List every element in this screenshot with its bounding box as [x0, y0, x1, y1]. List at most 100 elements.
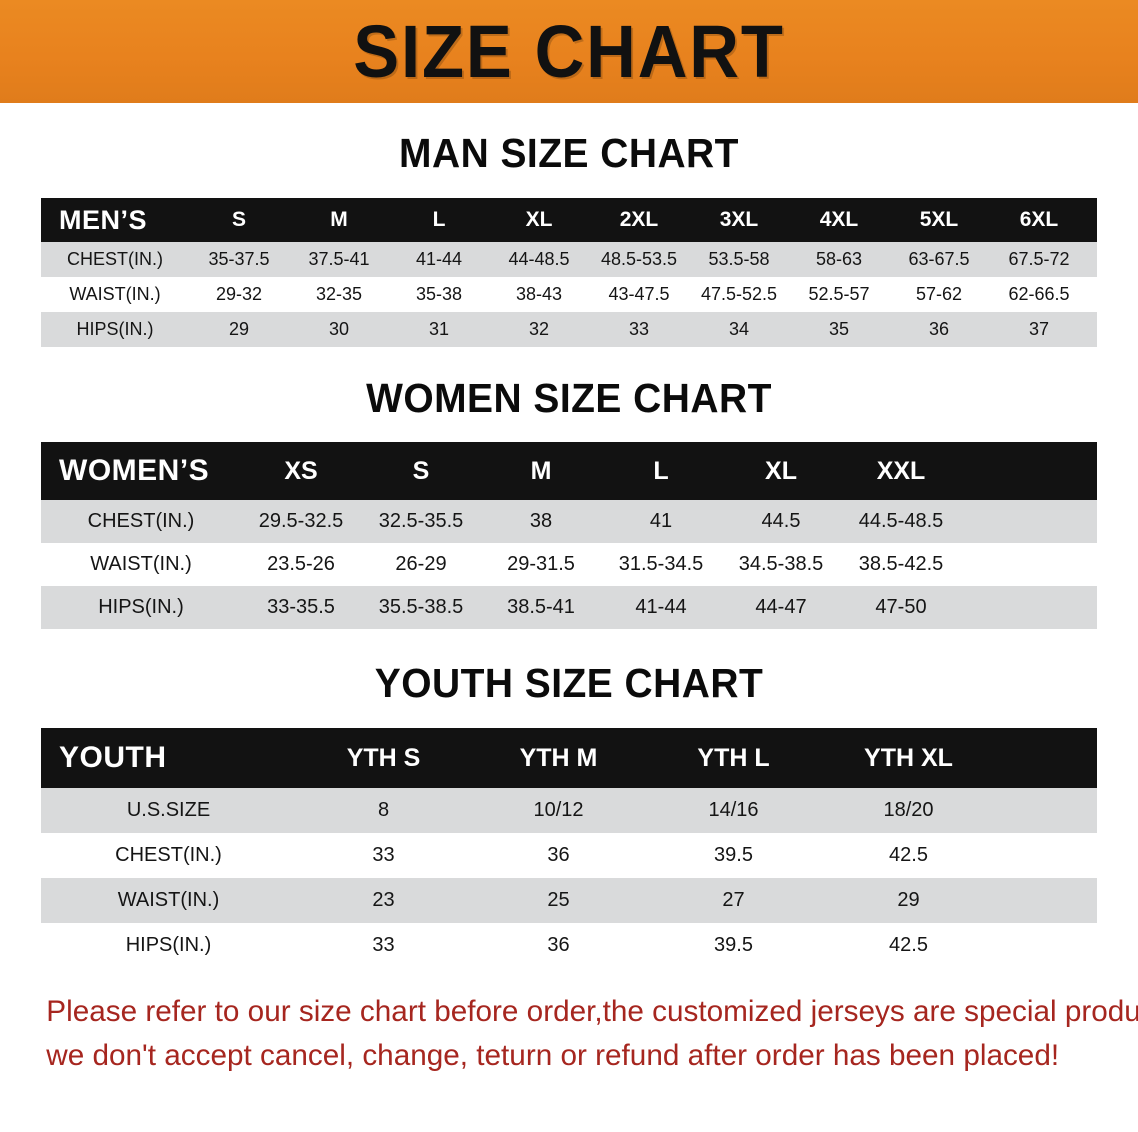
table-cell: 25 [547, 889, 570, 911]
man-table-header: MEN’S S M L XL 2XL 3XL 4XL 5XL 6XL [41, 198, 1097, 242]
table-cell-filler [1089, 242, 1097, 277]
man-size-header-4xl: 4XL [819, 208, 859, 231]
table-cell: 33 [372, 934, 395, 956]
table-cell: 27 [722, 889, 745, 911]
table-cell: 8 [377, 799, 390, 821]
table-cell: 33 [628, 319, 650, 339]
disclaimer-line-1: Please refer to our size chart before or… [46, 995, 1138, 1028]
women-size-header-s: S [412, 456, 430, 485]
table-cell: 34 [728, 319, 750, 339]
youth-row-label: CHEST(IN.) [115, 844, 222, 866]
women-row-label: CHEST(IN.) [87, 510, 195, 532]
table-cell: 53.5-58 [708, 249, 770, 269]
table-row: CHEST(IN.) 29.5-32.5 32.5-35.5 38 41 44.5 44.5… [41, 500, 1097, 543]
table-cell: 43-47.5 [608, 284, 670, 304]
youth-row-label: WAIST(IN.) [117, 889, 220, 911]
table-row: U.S.SIZE 8 10/12 14/16 18/20 [41, 788, 1097, 833]
table-cell: 32.5-35.5 [378, 510, 464, 532]
youth-size-table: YOUTH YTH S YTH M YTH L YTH XL U.S.SIZE 8 10/1… [41, 728, 1097, 968]
table-cell: 39.5 [714, 844, 753, 866]
table-cell: 18/20 [883, 799, 934, 821]
women-row-label: HIPS(IN.) [98, 596, 184, 618]
table-cell: 41-44 [415, 249, 463, 269]
man-header-filler [1089, 198, 1097, 242]
man-size-header-m: M [330, 208, 348, 231]
youth-table-wrapper: YOUTH YTH S YTH M YTH L YTH XL U.S.SIZE 8 10/1… [41, 728, 1097, 968]
table-cell: 36 [928, 319, 950, 339]
table-cell: 29 [228, 319, 250, 339]
table-cell: 38 [529, 510, 553, 532]
man-size-header-xl: XL [525, 208, 553, 231]
youth-size-header-yth-l: YTH L [697, 743, 770, 772]
table-cell: 29-31.5 [507, 553, 575, 575]
table-cell: 33 [372, 844, 395, 866]
table-cell: 35 [828, 319, 850, 339]
table-cell: 41 [649, 510, 673, 532]
table-row: HIPS(IN.) 33-35.5 35.5-38.5 38.5-41 41-44 44-… [41, 586, 1097, 629]
table-cell-filler [1089, 277, 1097, 312]
man-table-body: CHEST(IN.) 35-37.5 37.5-41 41-44 44-48.5 48.5… [41, 242, 1097, 347]
table-cell: 31.5-34.5 [618, 553, 704, 575]
youth-size-header-yth-m: YTH M [519, 743, 598, 772]
table-cell: 29.5-32.5 [258, 510, 344, 532]
disclaimer-line-2: we don't accept cancel, change, teturn o… [46, 1039, 1060, 1072]
table-cell: 35-37.5 [208, 249, 270, 269]
man-row-label: CHEST(IN.) [67, 249, 163, 269]
youth-header-label: YOUTH [59, 741, 167, 774]
table-row: WAIST(IN.) 23 25 27 29 [41, 878, 1097, 923]
table-cell: 35.5-38.5 [378, 596, 464, 618]
youth-row-label: U.S.SIZE [126, 799, 211, 821]
banner: SIZE CHART [0, 0, 1138, 103]
man-size-table: MEN’S S M L XL 2XL 3XL 4XL 5XL 6XL CHEST(IN.) 35-3… [41, 198, 1097, 347]
table-cell: 39.5 [714, 934, 753, 956]
table-cell-filler [961, 500, 1097, 543]
women-size-header-xs: XS [284, 456, 318, 485]
table-cell: 23 [372, 889, 395, 911]
women-size-table: WOMEN’S XS S M L XL XXL CHEST(IN.) 29.5-32.5 32.… [41, 442, 1097, 629]
table-cell: 38.5-42.5 [858, 553, 944, 575]
table-cell: 47.5-52.5 [700, 284, 778, 304]
youth-row-label: HIPS(IN.) [125, 934, 212, 956]
table-cell: 63-67.5 [908, 249, 970, 269]
table-cell: 35-38 [415, 284, 463, 304]
table-row: WAIST(IN.) 23.5-26 26-29 29-31.5 31.5-34.5 34… [41, 543, 1097, 586]
man-row-label: WAIST(IN.) [69, 284, 161, 304]
table-cell: 32-35 [315, 284, 363, 304]
table-cell: 44-47 [755, 596, 807, 618]
women-section-title: WOMEN SIZE CHART [366, 375, 772, 421]
disclaimer: Please refer to our size chart before or… [25, 990, 1138, 1078]
man-section-title: MAN SIZE CHART [399, 130, 739, 176]
man-size-header-2xl: 2XL [619, 208, 659, 231]
table-cell: 41-44 [635, 596, 687, 618]
table-cell: 44.5-48.5 [858, 510, 944, 532]
table-cell: 14/16 [708, 799, 759, 821]
man-header-row: MEN’S S M L XL 2XL 3XL 4XL 5XL 6XL [41, 198, 1097, 242]
man-size-header-6xl: 6XL [1019, 208, 1059, 231]
table-cell: 58-63 [815, 249, 863, 269]
man-header-label: MEN’S [59, 204, 148, 235]
table-row: WAIST(IN.) 29-32 32-35 35-38 38-43 43-47.5 47.… [41, 277, 1097, 312]
man-size-header-5xl: 5XL [919, 208, 959, 231]
youth-table-body: U.S.SIZE 8 10/12 14/16 18/20 CHEST(IN.) 33 36 39… [41, 788, 1097, 968]
table-cell-filler [961, 586, 1097, 629]
man-size-header-3xl: 3XL [719, 208, 759, 231]
women-header-row: WOMEN’S XS S M L XL XXL [41, 442, 1097, 500]
man-row-label: HIPS(IN.) [76, 319, 154, 339]
table-cell: 44-48.5 [508, 249, 570, 269]
youth-size-header-yth-s: YTH S [346, 743, 421, 772]
table-cell-filler [996, 788, 1097, 833]
table-cell: 38-43 [515, 284, 563, 304]
man-size-header-l: L [432, 208, 446, 231]
women-table-body: CHEST(IN.) 29.5-32.5 32.5-35.5 38 41 44.5 44.5… [41, 500, 1097, 629]
table-cell-filler [961, 543, 1097, 586]
table-cell: 33-35.5 [267, 596, 335, 618]
table-cell: 44.5 [761, 510, 801, 532]
youth-table-header: YOUTH YTH S YTH M YTH L YTH XL [41, 728, 1097, 788]
table-cell: 36 [547, 844, 570, 866]
table-cell-filler [996, 833, 1097, 878]
youth-size-header-yth-xl: YTH XL [864, 743, 953, 772]
table-cell: 36 [547, 934, 570, 956]
table-cell: 57-62 [915, 284, 963, 304]
women-header-filler [961, 442, 1097, 500]
